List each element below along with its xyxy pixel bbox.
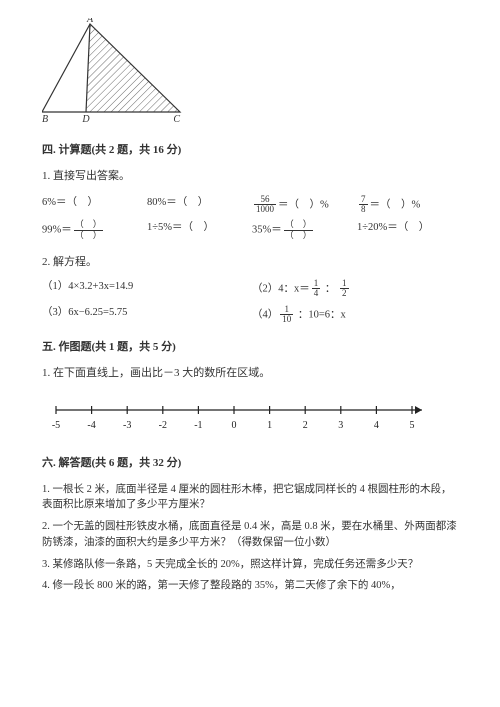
svg-text:-4: -4: [87, 420, 95, 431]
equation-item: （3）6x−6.25=5.75: [42, 305, 248, 325]
calc-grid: 6%＝（ ） 80%＝（ ） 561000＝（ ）% 78＝（ ）% 99%＝（…: [42, 195, 458, 241]
fraction: 561000: [254, 195, 276, 215]
calc-text: 80%＝（ ）: [147, 197, 208, 208]
paren-fraction: （ ）（ ）: [284, 220, 313, 240]
word-problem: 1. 一根长 2 米，底面半径是 4 厘米的圆柱形木棒，把它锯成同样长的 4 根…: [42, 482, 458, 514]
fraction: 110: [280, 305, 293, 325]
vertex-a-label: A: [86, 18, 94, 25]
calc-text: 1÷20%＝（ ）: [357, 222, 429, 233]
equation-item: （2）4：x＝14 ： 12: [252, 279, 458, 299]
calc-text: 6%＝（ ）: [42, 197, 98, 208]
equation-item: （4）110 ：10=6：x: [252, 305, 458, 325]
vertex-c-label: C: [173, 114, 180, 122]
svg-text:-1: -1: [194, 420, 202, 431]
eq-text: ：10=6：x: [295, 309, 346, 320]
svg-text:5: 5: [410, 420, 415, 431]
calc-item: 561000＝（ ）%: [252, 195, 353, 215]
equation-grid: （1）4×3.2+3x=14.9 （2）4：x＝14 ： 12 （3）6x−6.…: [42, 279, 458, 325]
svg-text:1: 1: [267, 420, 272, 431]
fraction: 78: [359, 195, 368, 215]
draw-q1-label: 1. 在下面直线上，画出比－3 大的数所在区域。: [42, 365, 458, 382]
vertex-d-label: D: [81, 114, 90, 122]
section-6-head: 六. 解答题(共 6 题，共 32 分): [42, 455, 458, 472]
calc-text: 35%＝: [252, 225, 282, 236]
word-problem: 3. 某修路队修一条路，5 天完成全长的 20%，照这样计算，完成任务还需多少天…: [42, 557, 458, 573]
calc-q2-label: 2. 解方程。: [42, 254, 458, 271]
calc-text: 99%＝: [42, 225, 72, 236]
calc-item: 1÷20%＝（ ）: [357, 220, 458, 240]
svg-text:3: 3: [338, 420, 343, 431]
calc-item: 78＝（ ）%: [357, 195, 458, 215]
fraction: 14: [312, 279, 321, 299]
number-line: -5 -4 -3 -2 -1 0 1 2 3 4 5: [42, 392, 458, 442]
svg-text:-5: -5: [52, 420, 60, 431]
svg-text:4: 4: [374, 420, 379, 431]
svg-text:-2: -2: [159, 420, 167, 431]
section-4-head: 四. 计算题(共 2 题，共 16 分): [42, 142, 458, 159]
eq-text: （4）: [252, 309, 278, 320]
calc-item: 35%＝（ ）（ ）: [252, 220, 353, 240]
word-problem: 4. 修一段长 800 米的路，第一天修了整段路的 35%，第二天修了余下的 4…: [42, 578, 458, 594]
word-problems: 1. 一根长 2 米，底面半径是 4 厘米的圆柱形木棒，把它锯成同样长的 4 根…: [42, 482, 458, 595]
equation-item: （1）4×3.2+3x=14.9: [42, 279, 248, 299]
eq-text: （2）4：x＝: [252, 283, 310, 294]
calc-text: 1÷5%＝（ ）: [147, 222, 214, 233]
eq-text: （3）6x−6.25=5.75: [42, 307, 127, 318]
vertex-b-label: B: [42, 114, 48, 122]
fraction: 12: [340, 279, 349, 299]
triangle-figure: A B D C: [42, 18, 458, 128]
calc-item: 6%＝（ ）: [42, 195, 143, 215]
calc-text: ＝（ ）%: [278, 199, 329, 210]
calc-text: ＝（ ）%: [370, 199, 421, 210]
eq-text: ：: [322, 283, 338, 294]
svg-text:-3: -3: [123, 420, 131, 431]
section-5-head: 五. 作图题(共 1 题，共 5 分): [42, 339, 458, 356]
svg-text:2: 2: [303, 420, 308, 431]
calc-item: 80%＝（ ）: [147, 195, 248, 215]
eq-text: （1）4×3.2+3x=14.9: [42, 281, 133, 292]
calc-q1-label: 1. 直接写出答案。: [42, 168, 458, 185]
paren-fraction: （ ）（ ）: [74, 220, 103, 240]
word-problem: 2. 一个无盖的圆柱形铁皮水桶，底面直径是 0.4 米，高是 0.8 米，要在水…: [42, 519, 458, 551]
calc-item: 1÷5%＝（ ）: [147, 220, 248, 240]
svg-text:0: 0: [232, 420, 237, 431]
calc-item: 99%＝（ ）（ ）: [42, 220, 143, 240]
